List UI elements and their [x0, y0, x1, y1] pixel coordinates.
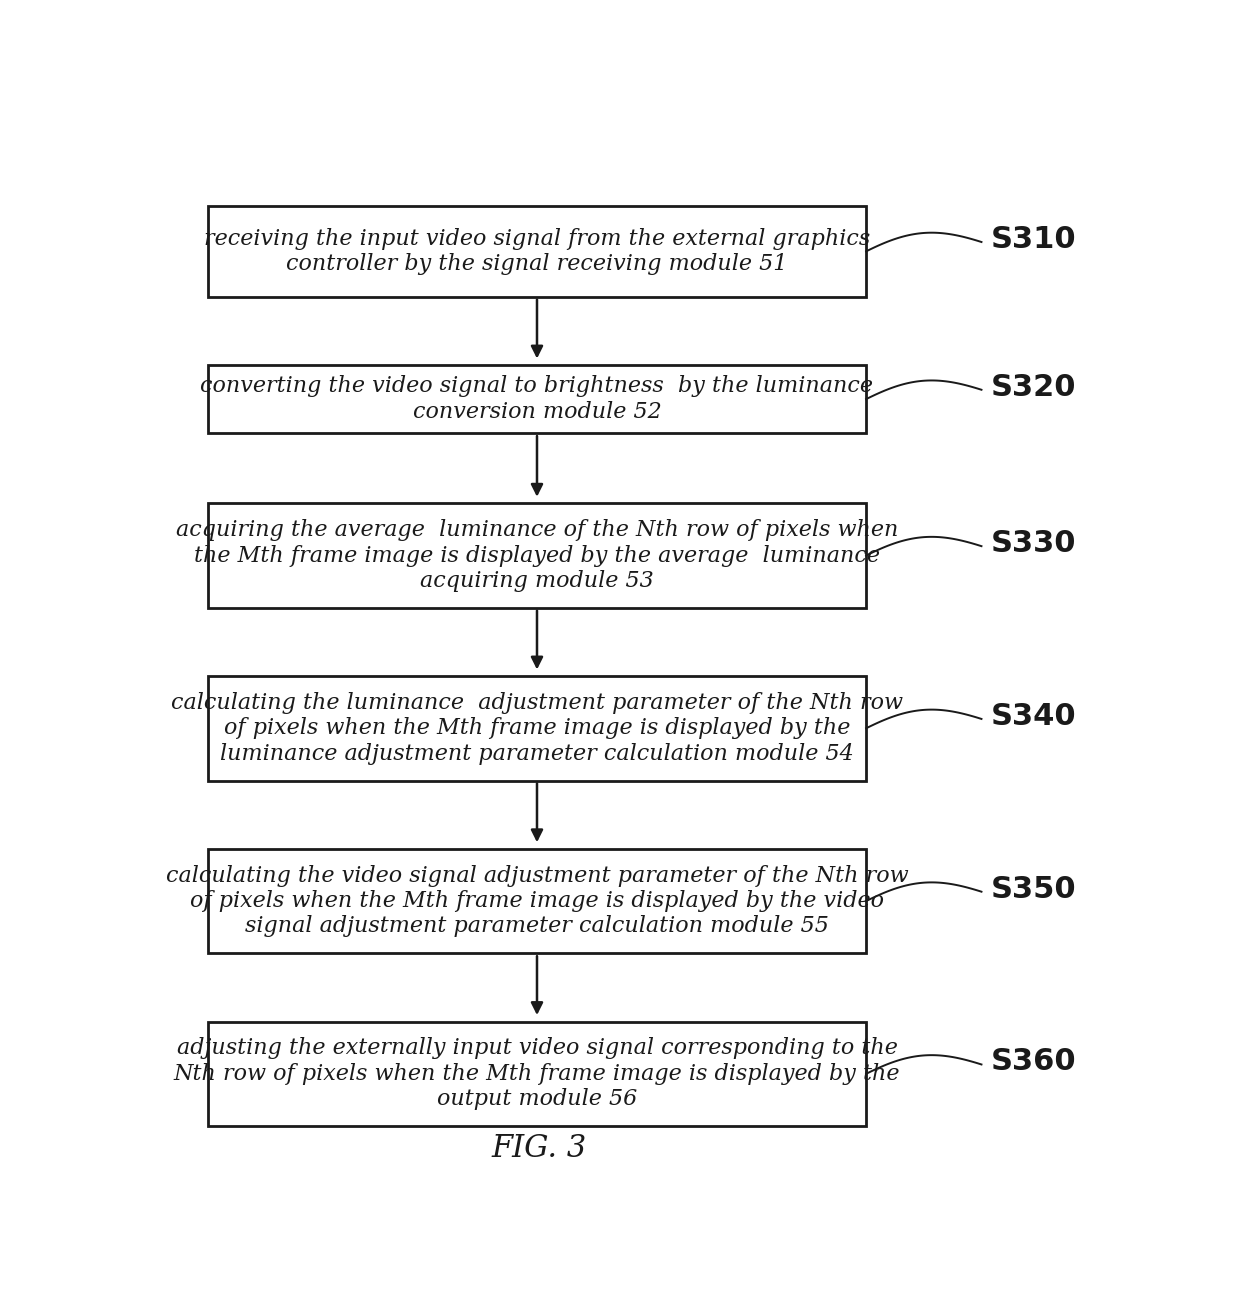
- Text: calculating the luminance  adjustment parameter of the Nth row
of pixels when th: calculating the luminance adjustment par…: [171, 692, 903, 765]
- Text: S310: S310: [991, 225, 1076, 255]
- Bar: [208, 503, 866, 608]
- Bar: [208, 205, 866, 297]
- Bar: [208, 675, 866, 781]
- Text: S360: S360: [991, 1047, 1076, 1077]
- Text: S320: S320: [991, 373, 1076, 401]
- Bar: [208, 848, 866, 953]
- Text: S340: S340: [991, 701, 1076, 731]
- Bar: [208, 1021, 866, 1126]
- Bar: [208, 365, 866, 434]
- Text: receiving the input video signal from the external graphics
controller by the si: receiving the input video signal from th…: [203, 227, 870, 275]
- Text: S350: S350: [991, 874, 1076, 904]
- Text: FIG. 3: FIG. 3: [492, 1133, 587, 1164]
- Text: converting the video signal to brightness  by the luminance
conversion module 52: converting the video signal to brightnes…: [201, 375, 873, 422]
- Text: adjusting the externally input video signal corresponding to the
Nth row of pixe: adjusting the externally input video sig…: [174, 1038, 900, 1111]
- Text: calculating the video signal adjustment parameter of the Nth row
of pixels when : calculating the video signal adjustment …: [166, 865, 909, 938]
- Text: S330: S330: [991, 529, 1076, 559]
- Text: acquiring the average  luminance of the Nth row of pixels when
the Mth frame ima: acquiring the average luminance of the N…: [176, 520, 898, 592]
